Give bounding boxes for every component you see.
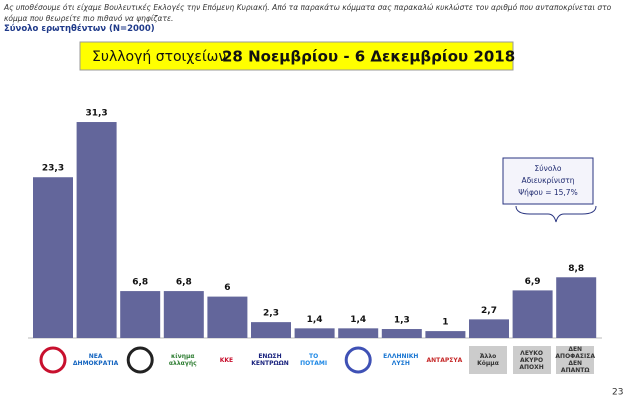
category-label: Άλλο Κόμμα (469, 346, 507, 374)
title-prefix: Συλλογή στοιχείων (92, 49, 226, 65)
value-label: 8,8 (568, 264, 584, 274)
page-number: 23 (612, 388, 623, 398)
category-label: κίνημα αλλαγής (168, 353, 197, 367)
value-label: 6,9 (525, 277, 541, 287)
bar (381, 329, 422, 338)
bar (33, 177, 73, 338)
party-logo (344, 346, 372, 374)
party-logo (126, 346, 154, 374)
bar (294, 328, 335, 338)
bar (251, 322, 291, 338)
annotation-line: Ψήφου = 15,7% (518, 188, 577, 197)
category-label: ΛΕΥΚΟ ΑΚΥΡΟ ΑΠΟΧΗ (512, 346, 551, 374)
bar (512, 290, 553, 338)
value-label: 6 (224, 283, 230, 293)
bar (207, 296, 248, 338)
bar (556, 277, 597, 338)
chart-title: 28 Νοεμβρίου - 6 Δεκεμβρίου 2018 (222, 48, 515, 66)
category-label: ΑΝΤΑΡΣΥΑ (426, 356, 463, 364)
annotation-line: Σύνολο (535, 164, 562, 173)
value-label: 1 (442, 318, 448, 328)
bar (469, 319, 509, 338)
party-logo (39, 346, 67, 374)
value-label: 1,3 (394, 316, 410, 326)
bar (338, 328, 379, 338)
subtitle: Σύνολο ερωτηθέντων (Ν=2000) (4, 24, 155, 34)
value-label: 2,7 (481, 306, 497, 316)
category-label: ΔΕΝ ΑΠΟΦΑΣΙΣΑ ΔΕΝ ΑΠΑΝΤΩ (555, 346, 595, 374)
bar (76, 122, 117, 338)
annotation-line: Αδιευκρίνιστη (521, 176, 574, 185)
category-label: ΚΚΕ (219, 356, 234, 364)
value-label: 6,8 (176, 278, 192, 288)
title-box (79, 41, 514, 71)
value-label: 6,8 (132, 278, 148, 288)
value-label: 31,3 (85, 109, 107, 119)
intro-text: Ας υποθέσουμε ότι είχαμε Βουλευτικές Εκλ… (4, 3, 612, 23)
value-label: 2,3 (263, 309, 279, 319)
value-label: 1,4 (307, 315, 323, 325)
brace (515, 205, 597, 223)
value-label: 23,3 (42, 164, 64, 174)
value-label: 1,4 (350, 315, 366, 325)
bar (425, 331, 466, 338)
category-label: ΝΕΑ ΔΗΜΟΚΡΑΤΙΑ (72, 353, 119, 367)
category-label: ΕΝΩΣΗ ΚΕΝΤΡΩΩΝ (251, 353, 289, 367)
bar (163, 291, 204, 338)
bar (120, 291, 161, 338)
category-label: ΤΟ ΠΟΤΑΜΙ (300, 353, 328, 367)
annotation-box (502, 157, 594, 205)
category-label: ΕΛΛΗΝΙΚΗ ΛΥΣΗ (383, 353, 419, 367)
